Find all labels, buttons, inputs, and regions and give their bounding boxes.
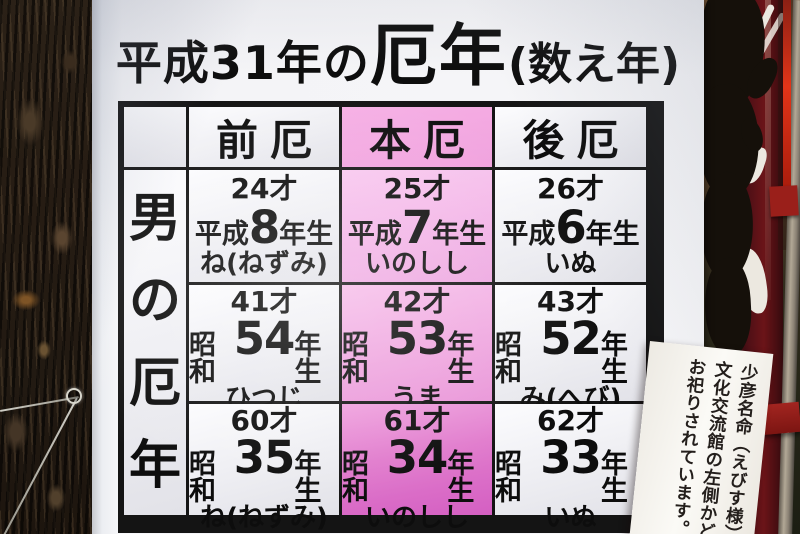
banner-bright-edge [783,0,791,192]
banner-strap-upper [769,185,799,217]
cell-age24: 24才 平成 8 年生 ね(ねずみ) [189,170,339,282]
wire-anchor-loop [66,388,82,404]
header-mae-yaku: 前厄 [189,107,339,167]
cell-age60: 60才 昭和 35 年生 ね(ねずみ) [189,404,339,531]
title-counting-note: (数え年) [507,39,681,90]
yakudoshi-table: 前厄 本厄 後厄 男 の 厄 年 24才 平成 8 年生 ね(ねずみ) 25才 平成… [118,101,664,533]
row-label-char: の [128,271,181,332]
sign-board: 平成31年の厄年(数え年) 前厄 本厄 後厄 男 の 厄 年 24才 平成 8 年生… [92,0,704,534]
sign-title: 平成31年の厄年(数え年) [92,2,704,99]
header-ato-yaku: 後厄 [495,107,646,167]
cell-age25-honyaku: 25才 平成 7 年生 いのしし [342,170,492,282]
cell-age26: 26才 平成 6 年生 いぬ [495,170,646,282]
cell-age41: 41才 昭和 54 年生 ひつじ [189,285,339,412]
table-corner-cell [124,107,186,167]
row-label-char: 厄 [128,353,181,414]
title-era-prefix: 平成31年の [115,36,370,90]
row-label-char: 男 [128,189,181,250]
banner-fold-highlight [765,0,771,300]
row-label-mens-yakudoshi: 男 の 厄 年 [124,170,186,515]
cell-age42-honyaku: 42才 昭和 53 年生 うま [342,285,492,412]
cell-age62: 62才 昭和 33 年生 いぬ [495,404,646,531]
row-label-char: 年 [128,435,181,496]
cell-age43: 43才 昭和 52 年生 み(へび) [495,285,646,412]
title-yakudoshi: 厄年 [369,17,508,95]
header-hon-yaku: 本厄 [342,107,492,167]
cell-age61-honyaku: 61才 昭和 34 年生 いのしし [342,404,492,531]
tree-bark [0,0,92,534]
